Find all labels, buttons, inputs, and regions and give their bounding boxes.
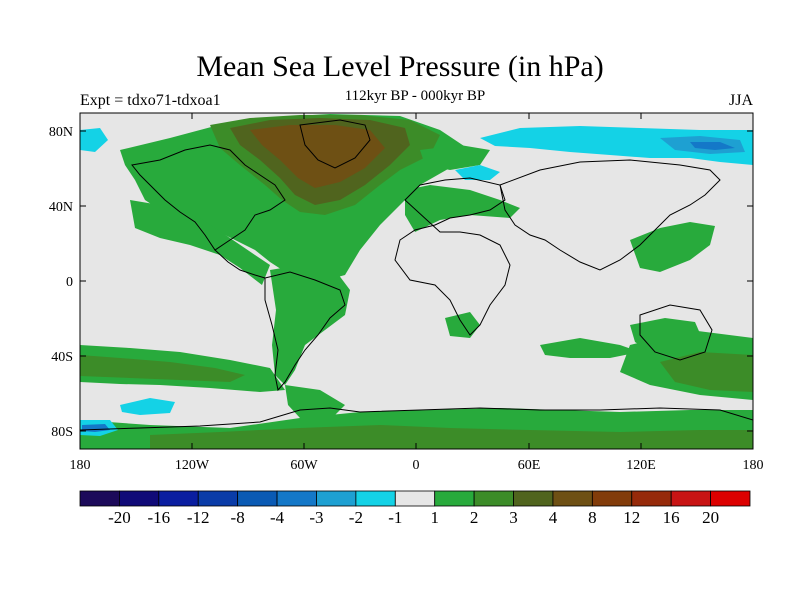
field-north-pacific-cyan [480, 126, 753, 165]
field-south-pacific-olive [80, 355, 245, 382]
field-china-green [630, 222, 715, 272]
colorbar-label: -3 [309, 508, 323, 527]
coast-greenland [299, 119, 371, 169]
colorbar-swatch [591, 490, 633, 507]
field-indian-ocean-green [540, 338, 640, 358]
colorbar-label: -8 [231, 508, 245, 527]
colorbar-swatch [473, 490, 514, 507]
colorbar-label: -16 [147, 508, 170, 527]
field-antarctic-olive [150, 425, 753, 449]
colorbar-label: 20 [702, 508, 719, 527]
field-aleutian-cyan [80, 128, 108, 152]
colorbar-swatch [197, 490, 239, 507]
field-south-pacific-cyan [120, 398, 175, 415]
coast-south-america [264, 271, 346, 392]
field-south-atlantic-green [285, 385, 345, 420]
period-label: 112kyr BP - 000kyr BP [344, 88, 486, 104]
field-south-indian-olive [660, 352, 753, 392]
field-southern-africa-green [445, 312, 480, 338]
field-tropical-atlantic-green [270, 265, 350, 385]
lon-tick-label: 180 [70, 458, 91, 473]
lon-tick-label: 60W [290, 458, 318, 473]
colorbar-swatch [434, 490, 475, 507]
colorbar-label: 12 [623, 508, 640, 527]
lat-tick-label: 80S [51, 425, 73, 440]
colorbar-swatch [276, 490, 317, 507]
lon-tick-label: 180 [743, 458, 764, 473]
coast-north-america [131, 144, 286, 251]
colorbar-swatch [394, 490, 436, 507]
coastlines [80, 119, 753, 431]
field-arctic-cyan [455, 165, 500, 180]
colorbar-swatch [119, 490, 160, 507]
field-north-pacific-dark [690, 142, 735, 150]
experiment-label: Expt = tdxo71-tdxoa1 [80, 92, 221, 109]
lon-tick-label: 0 [413, 458, 420, 473]
colorbar-swatch [631, 490, 672, 507]
colorbar-label: 2 [470, 508, 479, 527]
colorbar-swatch [316, 490, 357, 507]
field-west-pacific-green [130, 200, 270, 285]
field-north-atlantic-dark [250, 125, 385, 188]
lat-tick-label: 0 [66, 275, 73, 290]
lat-tick-label: 80N [49, 125, 73, 140]
season-label: JJA [728, 92, 753, 109]
lat-tick-label: 40S [51, 350, 73, 365]
longitude-axis: 180 120W 60W 0 60E 120E 180 [70, 113, 764, 473]
map-title: Mean Sea Level Pressure (in hPa) [196, 50, 604, 83]
coast-australia [639, 304, 713, 361]
lon-tick-label: 60E [518, 458, 541, 473]
colorbar-label: -12 [187, 508, 210, 527]
colorbar-swatch [710, 490, 751, 507]
colorbar: -20 -16 -12 -8 -4 -3 -2 -1 1 2 3 4 8 12 16 20 [79, 490, 751, 527]
colorbar-swatch [670, 490, 711, 507]
coast-asia [499, 159, 721, 271]
colorbar-label: 4 [549, 508, 558, 527]
colorbar-label: 3 [509, 508, 518, 527]
colorbar-label: 8 [588, 508, 597, 527]
field-arctic-siberia-green [420, 145, 490, 170]
field-europe-green [405, 185, 520, 232]
pressure-field [80, 113, 753, 449]
lon-tick-label: 120E [626, 458, 656, 473]
colorbar-swatch [355, 490, 396, 507]
colorbar-swatch [158, 490, 199, 507]
lon-tick-label: 120W [175, 458, 210, 473]
colorbar-label: 1 [430, 508, 439, 527]
colorbar-swatch [513, 490, 554, 507]
colorbar-label: -2 [349, 508, 363, 527]
colorbar-swatch [237, 490, 278, 507]
colorbar-label: 16 [663, 508, 680, 527]
colorbar-label: -20 [108, 508, 131, 527]
coast-central-america [214, 249, 266, 279]
lat-tick-label: 40N [49, 200, 73, 215]
colorbar-label: -4 [270, 508, 285, 527]
coast-antarctica [80, 407, 753, 431]
colorbar-swatch [79, 490, 120, 507]
colorbar-label: -1 [388, 508, 402, 527]
colorbar-swatch [552, 490, 593, 507]
coast-europe-africa [394, 177, 511, 336]
latitude-axis: 80N 40N 0 40S 80S [49, 125, 753, 440]
